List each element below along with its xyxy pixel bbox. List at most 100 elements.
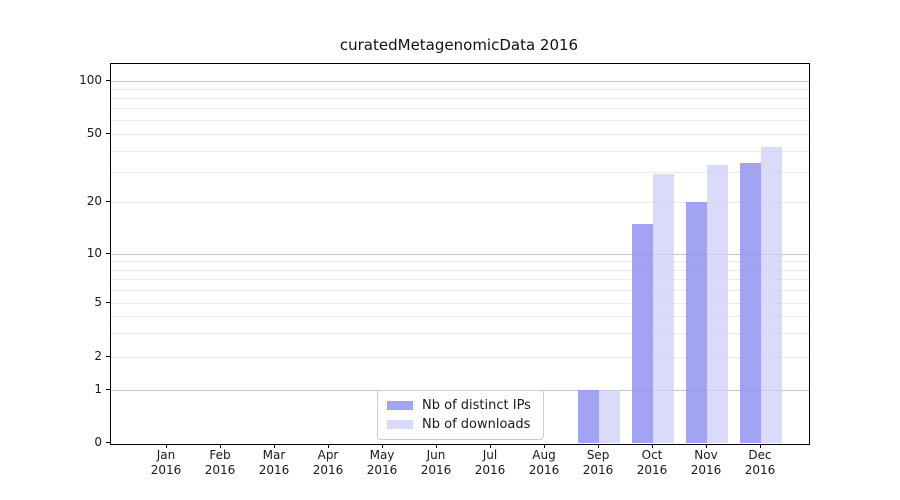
x-axis-tick-label-may: May 2016 — [354, 448, 410, 478]
gridline-6 — [111, 290, 809, 291]
x-tick-month-text: Jan — [156, 448, 176, 462]
x-axis-tick-label-dec: Dec 2016 — [732, 448, 788, 478]
bar-distinct-ips-oct — [632, 224, 653, 443]
x-tick-may — [382, 444, 383, 448]
x-axis-tick-label-mar: Mar 2016 — [246, 448, 302, 478]
gridline-9 — [111, 261, 809, 262]
x-tick-year-text: 2016 — [474, 463, 506, 477]
x-tick-month-text: Aug — [532, 448, 556, 462]
y-tick-50 — [106, 133, 110, 134]
bar-distinct-ips-nov — [686, 202, 707, 443]
bar-distinct-ips-dec — [740, 163, 761, 443]
x-tick-year-text: 2016 — [312, 463, 344, 477]
x-tick-year-text: 2016 — [744, 463, 776, 477]
y-tick-0 — [106, 442, 110, 443]
bar-downloads-dec — [761, 147, 782, 443]
plot-area: Nb of distinct IPs Nb of downloads — [110, 63, 810, 445]
x-tick-month-text: Nov — [694, 448, 718, 462]
x-axis-tick-label-oct: Oct 2016 — [624, 448, 680, 478]
bar-distinct-ips-sep — [578, 390, 599, 443]
x-axis-tick-label-feb: Feb 2016 — [192, 448, 248, 478]
y-axis-tick-label-10: 10 — [86, 246, 102, 260]
bar-downloads-oct — [653, 174, 674, 443]
x-tick-year-text: 2016 — [528, 463, 560, 477]
x-tick-year-text: 2016 — [636, 463, 668, 477]
gridline-major-10 — [111, 254, 809, 255]
gridline-80 — [111, 98, 809, 99]
y-tick-100 — [106, 80, 110, 81]
y-tick-10 — [106, 253, 110, 254]
gridline-major-100 — [111, 81, 809, 82]
legend-entry-distinct-ips: Nb of distinct IPs — [387, 398, 531, 413]
gridline-3 — [111, 333, 809, 334]
x-tick-jul — [490, 444, 491, 448]
gridline-4 — [111, 316, 809, 317]
x-axis-tick-label-jan: Jan 2016 — [138, 448, 194, 478]
x-tick-month-text: Jun — [426, 448, 446, 462]
x-axis-tick-label-jun: Jun 2016 — [408, 448, 464, 478]
x-tick-nov — [706, 444, 707, 448]
legend-label-downloads: Nb of downloads — [422, 417, 531, 432]
x-axis-tick-label-nov: Nov 2016 — [678, 448, 734, 478]
y-tick-5 — [106, 302, 110, 303]
bar-downloads-nov — [707, 165, 728, 443]
x-tick-month-text: Sep — [586, 448, 610, 462]
y-axis-tick-label-1: 1 — [94, 382, 102, 396]
gridline-90 — [111, 89, 809, 90]
gridline-8 — [111, 270, 809, 271]
x-tick-year-text: 2016 — [204, 463, 236, 477]
legend-swatch-downloads — [387, 420, 413, 429]
legend-swatch-distinct-ips — [387, 401, 413, 410]
x-tick-month-text: Dec — [748, 448, 772, 462]
y-axis-tick-label-50: 50 — [86, 126, 102, 140]
x-tick-year-text: 2016 — [150, 463, 182, 477]
x-axis-tick-label-sep: Sep 2016 — [570, 448, 626, 478]
gridline-7 — [111, 279, 809, 280]
y-axis-tick-label-100: 100 — [79, 73, 102, 87]
y-axis-tick-label-0: 0 — [94, 435, 102, 449]
gridline-50 — [111, 134, 809, 135]
legend: Nb of distinct IPs Nb of downloads — [377, 390, 544, 440]
x-tick-month-text: May — [369, 448, 395, 462]
y-tick-2 — [106, 356, 110, 357]
gridline-70 — [111, 108, 809, 109]
x-axis-tick-label-jul: Jul 2016 — [462, 448, 518, 478]
x-tick-oct — [652, 444, 653, 448]
x-axis-tick-label-aug: Aug 2016 — [516, 448, 572, 478]
y-axis-tick-label-2: 2 — [94, 349, 102, 363]
x-tick-month-text: Jul — [482, 448, 498, 462]
y-tick-1 — [106, 389, 110, 390]
gridline-60 — [111, 120, 809, 121]
x-tick-month-text: Apr — [317, 448, 339, 462]
x-tick-month-text: Mar — [262, 448, 286, 462]
x-tick-apr — [328, 444, 329, 448]
x-tick-aug — [544, 444, 545, 448]
x-tick-year-text: 2016 — [582, 463, 614, 477]
legend-label-distinct-ips: Nb of distinct IPs — [422, 398, 531, 413]
x-tick-year-text: 2016 — [258, 463, 290, 477]
gridline-20 — [111, 202, 809, 203]
x-tick-year-text: 2016 — [366, 463, 398, 477]
x-tick-jun — [436, 444, 437, 448]
gridline-2 — [111, 357, 809, 358]
gridline-30 — [111, 172, 809, 173]
legend-entry-downloads: Nb of downloads — [387, 417, 531, 432]
x-axis-tick-label-apr: Apr 2016 — [300, 448, 356, 478]
x-tick-month-text: Feb — [209, 448, 231, 462]
y-tick-20 — [106, 201, 110, 202]
gridline-5 — [111, 303, 809, 304]
chart-title: curatedMetagenomicData 2016 — [339, 36, 579, 54]
x-tick-jan — [166, 444, 167, 448]
x-tick-month-text: Oct — [641, 448, 663, 462]
x-tick-dec — [760, 444, 761, 448]
bar-downloads-sep — [599, 390, 620, 443]
y-axis-tick-label-5: 5 — [94, 295, 102, 309]
gridline-40 — [111, 151, 809, 152]
x-tick-year-text: 2016 — [420, 463, 452, 477]
x-tick-year-text: 2016 — [690, 463, 722, 477]
x-tick-mar — [274, 444, 275, 448]
y-axis-tick-label-20: 20 — [86, 194, 102, 208]
x-tick-feb — [220, 444, 221, 448]
x-tick-sep — [598, 444, 599, 448]
